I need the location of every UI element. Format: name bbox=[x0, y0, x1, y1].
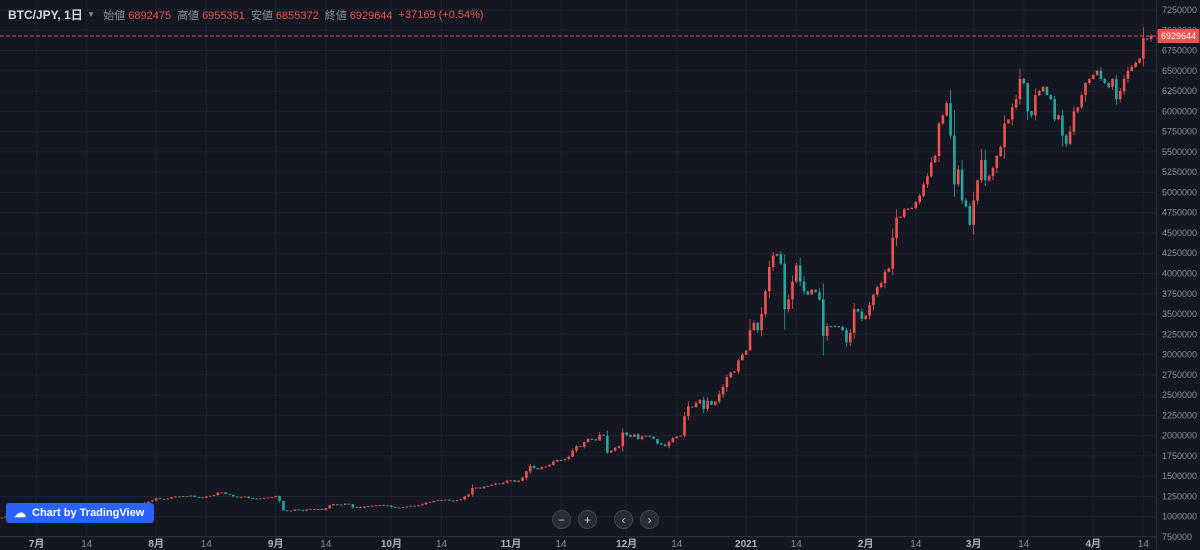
svg-text:5500000: 5500000 bbox=[1162, 147, 1197, 157]
chart-nav-toolbar: − + ‹ › bbox=[552, 510, 659, 529]
high-readout: 高値 6955351 bbox=[177, 7, 245, 23]
svg-text:14: 14 bbox=[201, 539, 213, 550]
svg-text:1250000: 1250000 bbox=[1162, 491, 1197, 501]
svg-text:6929644: 6929644 bbox=[1161, 31, 1196, 41]
svg-text:2021: 2021 bbox=[735, 539, 758, 550]
tradingview-logo[interactable]: ☁ Chart by TradingView bbox=[6, 503, 155, 523]
scroll-left-button[interactable]: ‹ bbox=[614, 510, 633, 529]
tradingview-logo-text: Chart by TradingView bbox=[32, 507, 145, 519]
svg-text:6250000: 6250000 bbox=[1162, 86, 1197, 96]
close-value: 6929644 bbox=[349, 9, 393, 22]
svg-text:5250000: 5250000 bbox=[1162, 167, 1197, 177]
symbol-title[interactable]: BTC/JPY, 1日 bbox=[8, 8, 83, 22]
scroll-right-button[interactable]: › bbox=[640, 510, 659, 529]
price-axis[interactable] bbox=[1157, 0, 1200, 536]
zoom-out-button[interactable]: − bbox=[552, 510, 571, 529]
svg-text:14: 14 bbox=[1018, 539, 1030, 550]
zoom-in-button[interactable]: + bbox=[578, 510, 597, 529]
svg-text:4250000: 4250000 bbox=[1162, 248, 1197, 258]
svg-text:7月: 7月 bbox=[29, 538, 45, 550]
low-readout: 安値 6855372 bbox=[251, 7, 319, 23]
close-readout: 終値 6929644 bbox=[325, 7, 393, 23]
svg-text:6750000: 6750000 bbox=[1162, 46, 1197, 56]
svg-text:8月: 8月 bbox=[148, 538, 164, 550]
svg-text:1750000: 1750000 bbox=[1162, 451, 1197, 461]
svg-text:2500000: 2500000 bbox=[1162, 390, 1197, 400]
svg-text:14: 14 bbox=[791, 539, 803, 550]
chevron-down-icon[interactable]: ▾ bbox=[88, 9, 94, 19]
svg-text:4500000: 4500000 bbox=[1162, 228, 1197, 238]
svg-text:12月: 12月 bbox=[616, 538, 637, 550]
svg-text:750000: 750000 bbox=[1162, 532, 1192, 542]
svg-text:2250000: 2250000 bbox=[1162, 410, 1197, 420]
high-value: 6955351 bbox=[202, 9, 245, 22]
tradingview-cloud-icon: ☁ bbox=[14, 506, 26, 520]
svg-text:14: 14 bbox=[436, 539, 448, 550]
svg-text:3月: 3月 bbox=[966, 538, 982, 550]
svg-text:3250000: 3250000 bbox=[1162, 329, 1197, 339]
svg-text:14: 14 bbox=[671, 539, 683, 550]
svg-text:4750000: 4750000 bbox=[1162, 208, 1197, 218]
time-axis[interactable] bbox=[0, 536, 1157, 550]
svg-text:3000000: 3000000 bbox=[1162, 350, 1197, 360]
open-label: 始値 bbox=[103, 9, 126, 22]
ohlc-legend: BTC/JPY, 1日 ▾ 始値 6892475 高値 6955351 安値 6… bbox=[8, 6, 484, 23]
svg-text:14: 14 bbox=[320, 539, 332, 550]
svg-text:4000000: 4000000 bbox=[1162, 269, 1197, 279]
open-value: 6892475 bbox=[128, 9, 172, 22]
close-label: 終値 bbox=[324, 9, 347, 22]
svg-text:2000000: 2000000 bbox=[1162, 431, 1197, 441]
svg-text:1500000: 1500000 bbox=[1162, 471, 1197, 481]
svg-text:5000000: 5000000 bbox=[1162, 187, 1197, 197]
high-label: 高値 bbox=[177, 9, 200, 22]
svg-text:11月: 11月 bbox=[501, 538, 522, 550]
svg-text:14: 14 bbox=[556, 539, 568, 550]
svg-text:14: 14 bbox=[1138, 539, 1150, 550]
low-label: 安値 bbox=[250, 9, 273, 22]
svg-text:3500000: 3500000 bbox=[1162, 309, 1197, 319]
last-price-badge bbox=[1157, 28, 1200, 43]
svg-text:14: 14 bbox=[910, 539, 922, 550]
svg-text:7250000: 7250000 bbox=[1162, 5, 1197, 15]
low-value: 6855372 bbox=[275, 9, 319, 22]
open-readout: 始値 6892475 bbox=[103, 7, 171, 23]
svg-text:6500000: 6500000 bbox=[1162, 66, 1197, 76]
change-value: +37169 (+0.54%) bbox=[398, 8, 484, 21]
svg-text:2月: 2月 bbox=[858, 538, 874, 550]
svg-text:1000000: 1000000 bbox=[1162, 512, 1197, 522]
svg-text:4月: 4月 bbox=[1085, 538, 1101, 550]
svg-text:2750000: 2750000 bbox=[1162, 370, 1197, 380]
svg-text:9月: 9月 bbox=[268, 538, 284, 550]
svg-text:14: 14 bbox=[81, 539, 93, 550]
svg-text:3750000: 3750000 bbox=[1162, 289, 1197, 299]
svg-text:5750000: 5750000 bbox=[1162, 127, 1197, 137]
svg-text:6000000: 6000000 bbox=[1162, 106, 1197, 116]
svg-text:10月: 10月 bbox=[381, 538, 402, 550]
